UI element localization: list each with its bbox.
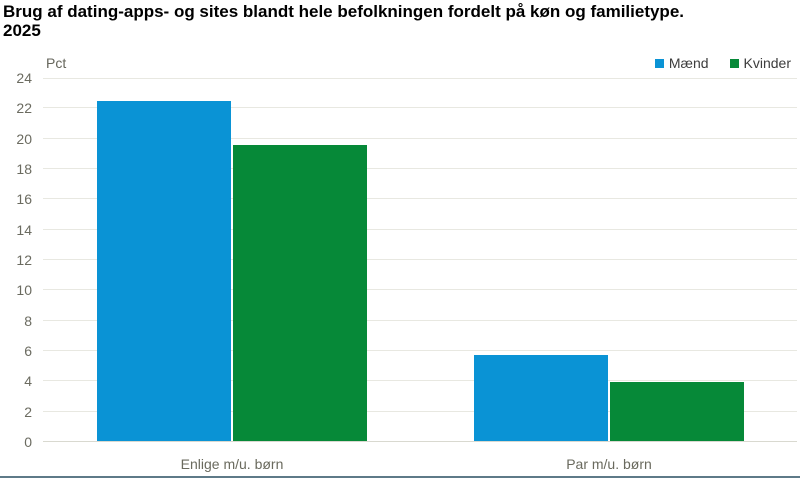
gridline [43, 138, 797, 139]
legend: Mænd Kvinder [654, 55, 791, 71]
legend-swatch-kvinder [729, 58, 739, 68]
gridline [43, 289, 797, 290]
legend-item-maend[interactable]: Mænd [654, 55, 709, 71]
gridline [43, 259, 797, 260]
gridline [43, 380, 797, 381]
gridline [43, 229, 797, 230]
gridline [43, 320, 797, 321]
x-category-label: Enlige m/u. børn [180, 456, 284, 472]
y-axis-unit-label: Pct [46, 55, 67, 71]
y-tick-label: 14 [16, 222, 32, 238]
y-tick-label: 22 [16, 100, 32, 116]
x-axis-baseline [43, 441, 797, 442]
gridline [43, 198, 797, 199]
chart-title-line1: Brug af dating-apps- og sites blandt hel… [3, 2, 684, 21]
chart-title-line2: 2025 [3, 21, 41, 40]
gridline [43, 411, 797, 412]
y-tick-label: 0 [24, 434, 32, 450]
chart-title: Brug af dating-apps- og sites blandt hel… [3, 2, 795, 40]
y-tick-label: 4 [24, 373, 32, 389]
legend-item-kvinder[interactable]: Kvinder [729, 55, 791, 71]
bar-maend-group2 [474, 355, 608, 441]
gridline [43, 350, 797, 351]
x-category-label: Par m/u. børn [566, 456, 652, 472]
legend-swatch-maend [654, 58, 664, 68]
y-tick-label: 24 [16, 70, 32, 86]
gridline [43, 168, 797, 169]
y-tick-label: 8 [24, 313, 32, 329]
y-tick-label: 12 [16, 252, 32, 268]
bar-kvinder-group2 [610, 382, 744, 441]
legend-label-kvinder: Kvinder [743, 55, 791, 71]
legend-label-maend: Mænd [668, 55, 709, 71]
y-tick-label: 16 [16, 191, 32, 207]
bar-kvinder-group1 [233, 145, 367, 441]
bar-maend-group1 [97, 101, 231, 441]
gridline [43, 78, 797, 79]
y-tick-label: 2 [24, 404, 32, 420]
plot-area: Enlige m/u. børn Par m/u. børn [43, 78, 797, 472]
bottom-rule [0, 476, 800, 478]
y-tick-label: 20 [16, 131, 32, 147]
gridline [43, 107, 797, 108]
y-axis-ticks: 0 2 4 6 8 10 12 14 16 18 20 22 24 [0, 70, 32, 450]
y-tick-label: 10 [16, 282, 32, 298]
y-tick-label: 18 [16, 161, 32, 177]
y-tick-label: 6 [24, 343, 32, 359]
